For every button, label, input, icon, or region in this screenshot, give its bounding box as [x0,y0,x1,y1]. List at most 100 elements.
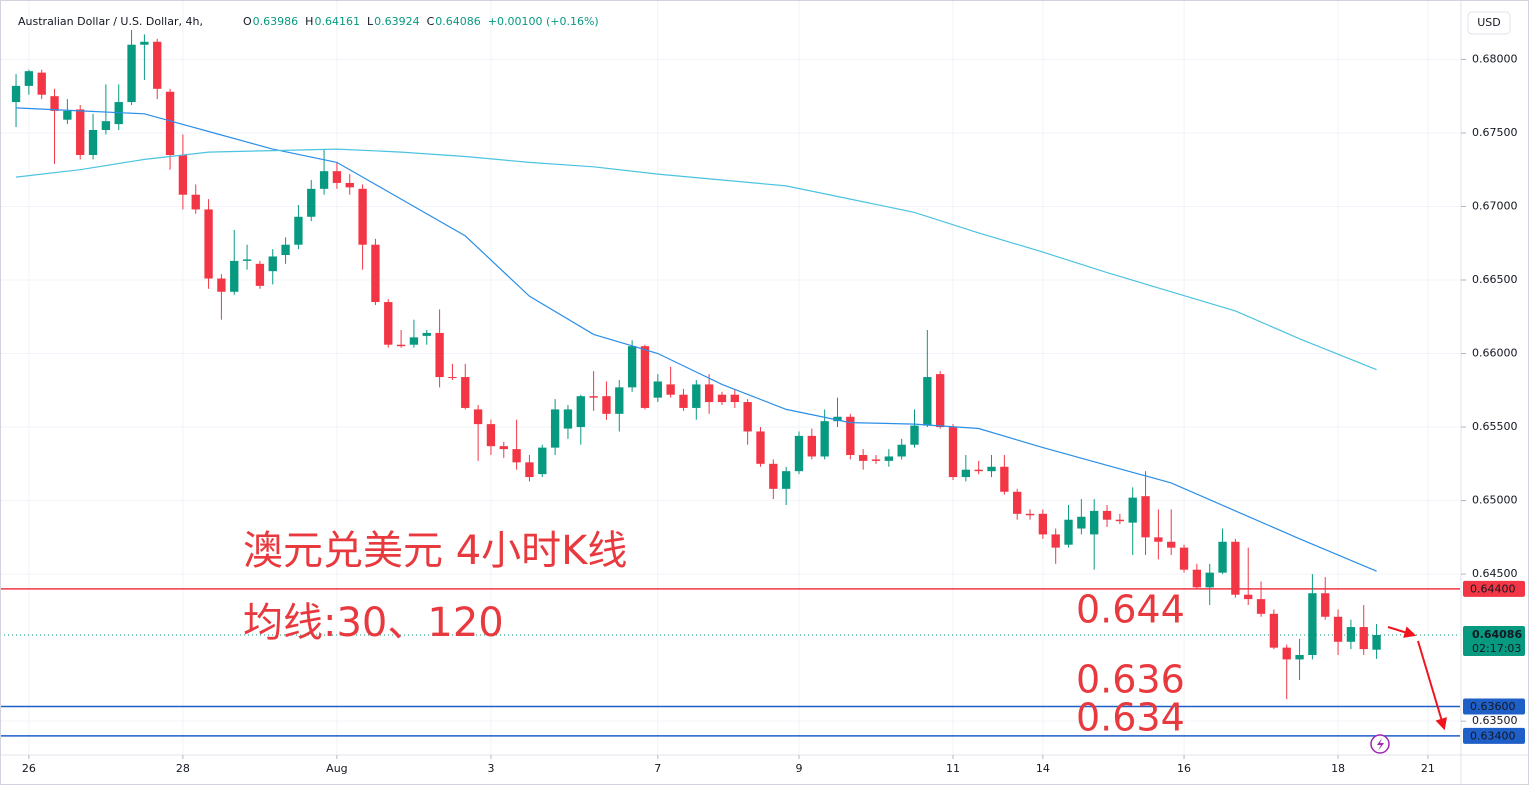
candle-body [1244,594,1253,600]
candle-body [910,425,919,445]
candle-body [679,394,688,408]
x-tick-label: 18 [1331,762,1345,775]
candle-body [833,416,842,422]
candle-body [1038,513,1048,535]
candle-body [692,384,701,408]
candle-body [1333,616,1343,642]
candle-body [1231,541,1240,595]
candle-body [461,377,470,408]
candle-body [1256,599,1266,614]
candle-body [512,449,521,463]
candle-body [435,332,444,378]
candle-body [666,384,675,395]
candle-body [1128,497,1137,523]
y-tick-label: 0.67000 [1472,199,1518,212]
candle-body [1321,593,1330,617]
candle-body [589,396,598,398]
candle-body [987,466,996,472]
candle-body [858,455,868,461]
candle-body [1090,510,1099,535]
alert-icon-bolt [1377,738,1384,751]
candle-body [178,155,188,195]
arrow [1417,640,1447,731]
candle-body [217,278,226,292]
x-tick-label: 21 [1421,762,1435,775]
candle-body [730,394,739,403]
candle-body [204,209,213,279]
candle-body [743,402,752,432]
candle-body [525,462,534,478]
candle-body [576,396,585,428]
candle-body [1051,534,1060,548]
candle-body [974,469,983,472]
candle-body [640,346,650,408]
y-tick-label: 0.68000 [1472,52,1518,65]
candle-body [88,130,98,155]
candles [11,30,1381,700]
candle-body [563,409,573,429]
candle-body [936,374,945,428]
candle-body [1000,466,1009,492]
candle-body [448,377,457,379]
price-tag [1463,580,1525,597]
y-tick-label: 0.63500 [1472,714,1518,727]
candle-body [1064,519,1073,545]
y-tick-label: 0.66000 [1472,347,1518,360]
symbol: Australian Dollar / U.S. Dollar, 4h, [18,15,203,28]
candle-body [1192,569,1202,588]
candle-body [1013,491,1022,514]
candle-body [961,469,971,478]
candle-body [884,456,894,461]
candle-body [1359,627,1368,650]
candle-body [1025,513,1035,516]
candle-body [101,121,111,130]
x-tick-label: 11 [946,762,960,775]
y-tick-label: 0.66500 [1472,273,1518,286]
candle-body [230,260,239,292]
candle-body [473,409,483,425]
ohlc-key: L [367,15,374,28]
y-tick-label: 0.65000 [1472,494,1518,507]
candle-body [1269,613,1279,648]
candle-body [1141,496,1150,538]
price-tag-label: 0.64400 [1470,582,1516,595]
x-tick-label: 9 [795,762,802,775]
candle-body [627,346,637,388]
candle-body [255,263,265,286]
candle-body [127,44,136,103]
price-tag [1463,698,1525,715]
candle-body [332,171,342,183]
y-tick-label: 0.65500 [1472,420,1518,433]
candle-body [923,377,932,426]
candle-body [24,71,34,86]
candle-body [1179,547,1189,570]
arrow [1387,626,1417,638]
x-tick-label: 26 [22,762,36,775]
last-price-tag [1463,626,1525,656]
annotation-level: 0.636 [1076,658,1185,702]
candle-body [794,435,804,472]
candle-body [422,332,431,336]
candle-body [140,41,149,45]
ohlc-key: C [427,15,435,28]
y-tick-label: 0.67500 [1472,126,1518,139]
candle-body [294,216,303,245]
price-tag-label: 0.63600 [1470,700,1516,713]
candle-body [191,194,200,210]
currency[interactable]: USD [1477,16,1501,29]
price-lines [0,588,1460,737]
currency-button[interactable] [1467,11,1511,35]
ma-line [15,148,1377,371]
candle-body [1218,541,1227,573]
candle-body [165,91,175,155]
candle-body [319,171,329,189]
candle-body [704,384,714,403]
candle-body [756,431,765,464]
candle-body [499,446,508,450]
ohlc-legend: O 0.63986 H 0.64161 L 0.63924 C 0.64086 +0.00100… [243,15,599,28]
candle-body [538,447,547,475]
price-tag [1463,727,1525,744]
